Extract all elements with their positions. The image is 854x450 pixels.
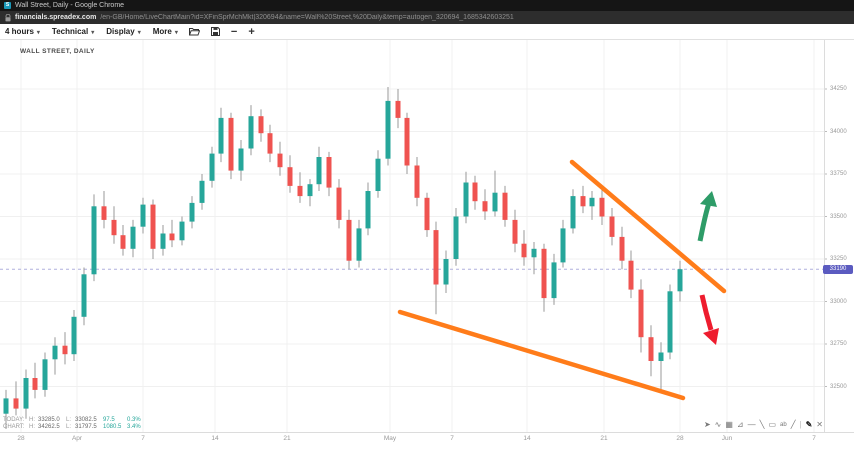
menu-4-hours[interactable]: 4 hours [5, 27, 40, 36]
toolbar-divider: | [799, 420, 802, 429]
legend-value: TODAY: [3, 416, 25, 423]
lock-icon [5, 13, 11, 22]
down-arrowhead [703, 328, 719, 345]
window-title: Wall Street, Daily - Google Chrome [15, 2, 125, 9]
y-axis-label: 34250 [830, 86, 847, 92]
legend-row: CHART: H: 34262.5 L: 31797.5 1080.5 3.4% [3, 424, 147, 432]
browser-url-bar[interactable]: financials.spreadex.com/en-GB/Home/LiveC… [0, 11, 854, 24]
pointer-tool-icon[interactable]: ➤ [703, 420, 711, 429]
ray-tool-icon[interactable]: ╱ [790, 420, 796, 429]
toolbar-menus: 4 hours Technical Display More [5, 27, 178, 36]
open-folder-icon[interactable] [188, 27, 200, 36]
x-axis-label: 28 [17, 435, 25, 442]
up-arrow-annotation [697, 202, 712, 242]
y-axis-label: 33500 [830, 213, 847, 220]
menu-label: More [152, 27, 172, 36]
y-axis-label: 33250 [830, 256, 847, 262]
menu-more[interactable]: More [153, 27, 178, 36]
up-arrowhead [700, 191, 717, 207]
x-axis-label: 28 [676, 435, 684, 442]
legend-value: 33082.5 [75, 416, 97, 423]
menu-label: Display [106, 27, 135, 36]
x-axis-label: Apr [71, 435, 83, 442]
rectangle-tool-icon[interactable]: ▭ [768, 420, 776, 429]
x-axis-label: 7 [141, 435, 145, 442]
legend-value: 31797.5 [75, 424, 97, 431]
text-tool-icon[interactable]: ab [780, 422, 787, 428]
pencil-tool-icon[interactable]: ✎ [805, 420, 813, 429]
zoom-in-button[interactable]: + [248, 25, 255, 38]
legend-value: 3.4% [127, 424, 141, 431]
window-titlebar: S Wall Street, Daily - Google Chrome [0, 0, 854, 11]
x-axis-label: 14 [523, 435, 531, 442]
freehand-tool-icon[interactable]: ∿ [714, 420, 722, 429]
ohlc-legend: TODAY: H: 33285.0 L: 33082.5 97.5 0.3% CHART: H:… [3, 416, 147, 431]
horizontal-line-tool-icon[interactable]: — [747, 420, 756, 429]
legend-value: L: [66, 416, 72, 423]
menu-label: Technical [51, 27, 89, 36]
x-axis-label: 21 [283, 435, 291, 442]
legend-value: L: [66, 424, 72, 431]
legend-value: 33285.0 [38, 416, 60, 423]
y-axis-label: 32750 [830, 341, 847, 347]
url-host: financials.spreadex.com [15, 14, 97, 21]
legend-value: 97.5 [103, 416, 115, 423]
indicator-tool-icon[interactable]: ⊿ [736, 420, 744, 429]
chart-toolbar: 4 hours Technical Display More − + [0, 24, 854, 40]
x-axis-label: May [383, 435, 397, 442]
trendline-annotation [397, 309, 686, 401]
legend-value: H: [29, 424, 35, 431]
legend-value: 34262.5 [38, 424, 60, 431]
trendline-annotation [569, 159, 727, 294]
zoom-out-button[interactable]: − [230, 25, 238, 38]
legend-row: TODAY: H: 33285.0 L: 33082.5 97.5 0.3% [3, 416, 147, 424]
trendline-tool-icon[interactable]: ╲ [759, 420, 765, 429]
x-axis-label: 14 [211, 435, 219, 442]
y-axis-label: 34000 [830, 128, 847, 135]
current-price-badge: 33190 [823, 264, 853, 274]
y-axis-label: 33000 [830, 298, 847, 305]
legend-value: H: [29, 416, 35, 423]
legend-value: CHART: [3, 424, 25, 431]
x-axis-label: Jun [721, 435, 733, 442]
instrument-label: WALL STREET, DAILY [20, 48, 95, 55]
menu-technical[interactable]: Technical [52, 27, 94, 36]
menu-label: 4 hours [5, 27, 34, 36]
x-axis-label: 7 [450, 435, 454, 442]
url-path: /en-GB/Home/LiveChartMain?id=XFinSprMchM… [100, 14, 514, 21]
save-icon[interactable] [210, 27, 220, 36]
y-axis-label: 32500 [830, 383, 847, 390]
menu-display[interactable]: Display [106, 27, 140, 36]
grid-tool-icon[interactable]: ▦ [725, 420, 733, 429]
x-axis-label: 7 [812, 435, 816, 442]
down-arrow-annotation [699, 294, 714, 331]
legend-value: 0.3% [127, 416, 141, 423]
y-axis-label: 33750 [830, 171, 847, 177]
drawing-toolbar: ➤ ∿ ▦ ⊿ — ╲ ▭ ab ╱ | ✎ ✕ [704, 420, 823, 430]
legend-value: 1080.5 [103, 424, 122, 431]
spreadex-favicon: S [4, 2, 11, 9]
x-axis-label: 21 [600, 435, 608, 442]
close-tool-icon[interactable]: ✕ [816, 420, 823, 429]
